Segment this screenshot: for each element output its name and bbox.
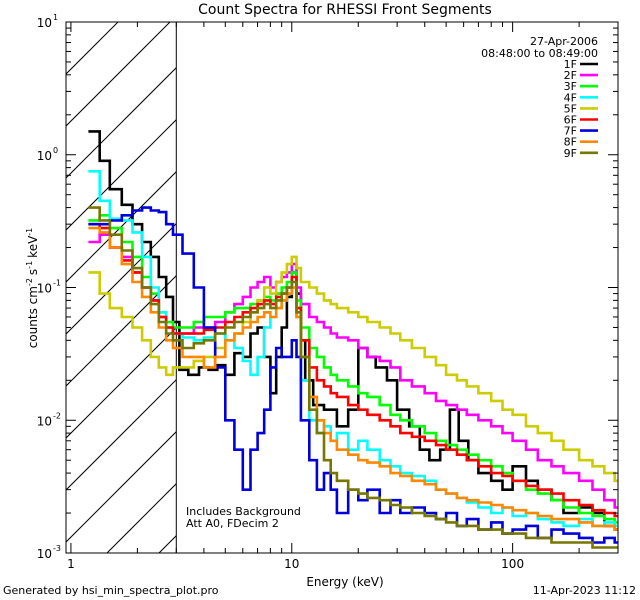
- series-line-3f: [88, 214, 618, 524]
- hatch-line: [66, 223, 176, 335]
- series-line-1f: [88, 130, 618, 531]
- y-label-exp-2: -1: [25, 261, 34, 269]
- legend-label-4f: 4F: [564, 91, 577, 104]
- y-label-unit-2: s: [26, 269, 40, 275]
- legend-label-2f: 2F: [564, 69, 577, 82]
- legend-label-7f: 7F: [564, 125, 577, 138]
- y-tick-label: 10: [37, 547, 52, 561]
- y-tick-exponent: -3: [53, 544, 61, 553]
- legend-label-1f: 1F: [564, 58, 577, 71]
- series-line-9f: [88, 206, 618, 549]
- hatch-line: [66, 379, 176, 491]
- chart-title: Count Spectra for RHESSI Front Segments: [198, 2, 492, 18]
- hatched-region: [66, 22, 176, 553]
- y-tick-label: 10: [37, 282, 52, 296]
- x-tick-label: 1: [67, 557, 75, 571]
- hatch-line: [106, 483, 176, 553]
- annotation-background: Includes Background: [186, 505, 301, 518]
- y-label-exp-1: -2: [25, 278, 34, 286]
- legend-label-6f: 6F: [564, 114, 577, 127]
- series-line-5f: [88, 255, 618, 483]
- hatch-line: [66, 67, 176, 179]
- y-axis-label: counts cm-2s-1keV-1: [25, 228, 40, 349]
- observation-time-range: 08:48:00 to 08:49:00: [481, 47, 598, 60]
- series-line-8f: [88, 226, 618, 531]
- footer-timestamp: 11-Apr-2023 11:12: [533, 584, 636, 597]
- series-line-2f: [88, 233, 618, 509]
- y-label-exp-3: -1: [25, 228, 34, 236]
- y-label-main: counts cm: [26, 286, 40, 348]
- y-tick-label: 10: [37, 149, 52, 163]
- legend-label-5f: 5F: [564, 102, 577, 115]
- legend-label-9f: 9F: [564, 147, 577, 160]
- x-axis-label: Energy (keV): [306, 575, 383, 589]
- y-label-unit-3: keV: [26, 235, 40, 258]
- series-layer: [88, 130, 618, 549]
- y-tick-exponent: 1: [53, 13, 58, 22]
- series-line-6f: [88, 222, 618, 518]
- x-tick-label: 10: [284, 557, 299, 571]
- annotation-attenuator: Att A0, FDecim 2: [186, 517, 279, 530]
- hatch-line: [66, 431, 176, 543]
- y-tick-exponent: -1: [53, 279, 61, 288]
- y-tick-label: 10: [37, 414, 52, 428]
- hatch-line: [66, 22, 171, 127]
- legend-label-3f: 3F: [564, 80, 577, 93]
- footer-generated-by: Generated by hsi_min_spectra_plot.pro: [3, 584, 219, 597]
- legend-label-8f: 8F: [564, 136, 577, 149]
- y-tick-exponent: -2: [53, 411, 61, 420]
- hatch-line: [66, 275, 176, 387]
- x-tick-label: 100: [501, 557, 524, 571]
- observation-date: 27-Apr-2006: [530, 35, 598, 48]
- y-tick-label: 10: [37, 16, 52, 30]
- y-tick-exponent: 0: [53, 146, 58, 155]
